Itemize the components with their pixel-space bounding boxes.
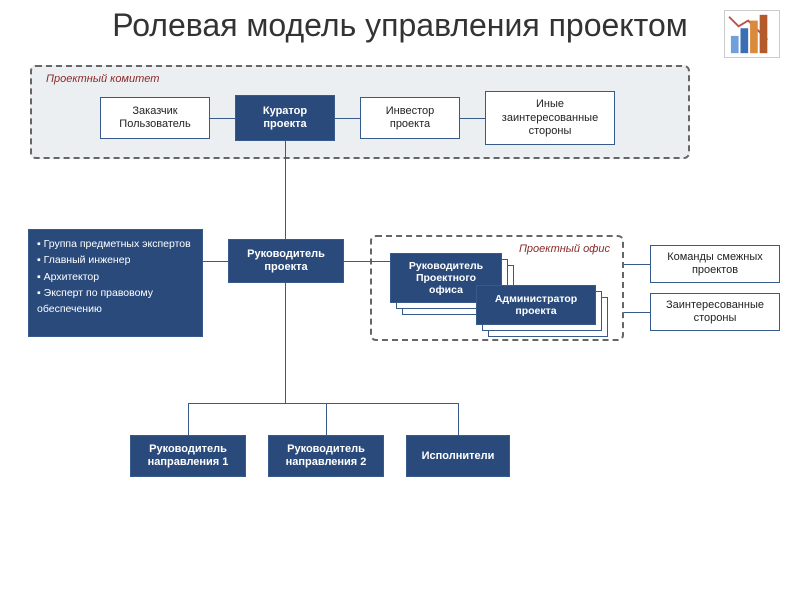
list-item: Группа предметных экспертов [37, 236, 194, 252]
connector [460, 118, 485, 119]
page-title: Ролевая модель управления проектом [0, 0, 800, 47]
box-stake1: Иныезаинтересованныестороны [485, 91, 615, 145]
box-exec: Исполнители [406, 435, 510, 477]
list-item: Архитектор [37, 269, 194, 285]
box-pm: Руководительпроекта [228, 239, 344, 283]
connector [624, 264, 650, 265]
org-diagram: Проектный комитет Проектный офис ЗаказчикП… [10, 57, 790, 547]
connector [285, 141, 286, 239]
box-curator: Кураторпроекта [235, 95, 335, 141]
connector [210, 118, 235, 119]
box-customer: ЗаказчикПользователь [100, 97, 210, 139]
list-item: Главный инженер [37, 252, 194, 268]
box-teams: Команды смежныхпроектов [650, 245, 780, 283]
connector [624, 312, 650, 313]
connector [203, 261, 228, 262]
group-label-committee: Проектный комитет [46, 73, 159, 85]
connector [458, 403, 459, 435]
connector [335, 118, 360, 119]
list-item: Эксперт по правовому обеспечению [37, 285, 194, 318]
box-investor: Инвесторпроекта [360, 97, 460, 139]
stack-admin: Администраторпроекта [476, 285, 596, 325]
connector [344, 261, 390, 262]
connector [188, 403, 458, 404]
box-experts: Группа предметных экспертовГлавный инжен… [28, 229, 203, 337]
box-dir1: Руководительнаправления 1 [130, 435, 246, 477]
connector [326, 403, 327, 435]
box-stake2: Заинтересованныестороны [650, 293, 780, 331]
connector [188, 403, 189, 435]
box-dir2: Руководительнаправления 2 [268, 435, 384, 477]
chart-icon [724, 10, 780, 58]
stack-top-admin: Администраторпроекта [476, 285, 596, 325]
connector [285, 283, 286, 403]
group-label-office: Проектный офис [519, 243, 610, 255]
